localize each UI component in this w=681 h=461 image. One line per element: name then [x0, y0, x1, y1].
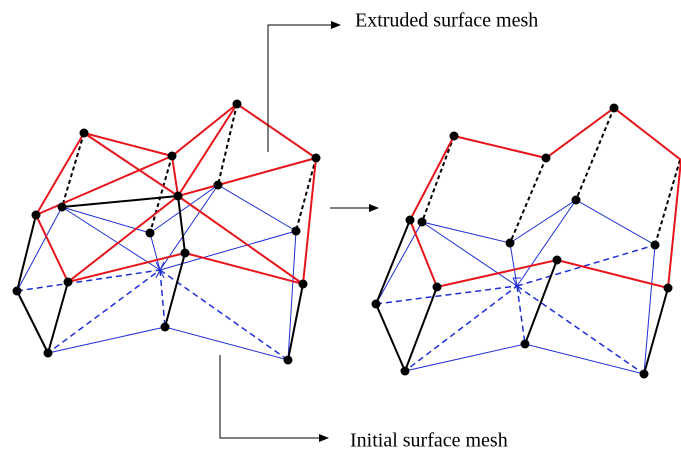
- right-mesh: [372, 104, 681, 379]
- label-extruded: Extruded surface mesh: [355, 10, 538, 32]
- diagram: Extruded surface mesh Initial surface me…: [0, 0, 681, 461]
- callout-arrow: [220, 355, 328, 438]
- left-mesh: [13, 100, 321, 365]
- label-initial: Initial surface mesh: [350, 430, 508, 452]
